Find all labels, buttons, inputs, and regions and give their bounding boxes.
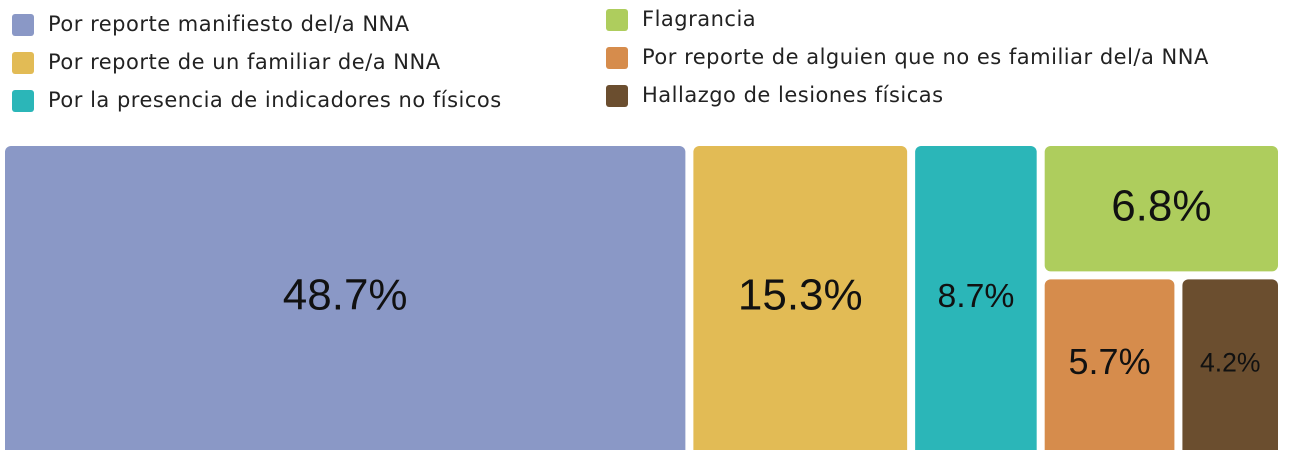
treemap-cell — [1044, 279, 1175, 450]
legend-label: Por la presencia de indicadores no físic… — [48, 88, 502, 112]
legend-swatch — [12, 90, 34, 112]
value-label: 8.7% — [937, 277, 1014, 315]
legend-swatch — [606, 85, 628, 107]
legend-label: Por reporte de un familiar de/a NNA — [48, 50, 441, 74]
treemap-cell — [693, 146, 908, 450]
legend-swatch — [12, 52, 34, 74]
treemap-cell — [5, 146, 686, 450]
legend-swatch — [12, 14, 34, 36]
value-label: 48.7% — [283, 271, 408, 320]
value-label: 15.3% — [738, 271, 863, 320]
legend-label: Flagrancia — [642, 7, 756, 31]
treemap-cell — [1044, 146, 1278, 272]
treemap-cell — [915, 146, 1037, 450]
legend-label: Por reporte de alguien que no es familia… — [642, 45, 1209, 69]
value-label: 6.8% — [1111, 181, 1211, 230]
legend-swatch — [606, 9, 628, 31]
legend-label: Por reporte manifiesto del/a NNA — [48, 12, 410, 36]
legend-label: Hallazgo de lesiones físicas — [642, 83, 944, 107]
legend-swatch — [606, 47, 628, 69]
value-label: 5.7% — [1069, 341, 1151, 382]
treemap-cell — [1182, 279, 1278, 450]
value-label: 4.2% — [1200, 348, 1261, 378]
